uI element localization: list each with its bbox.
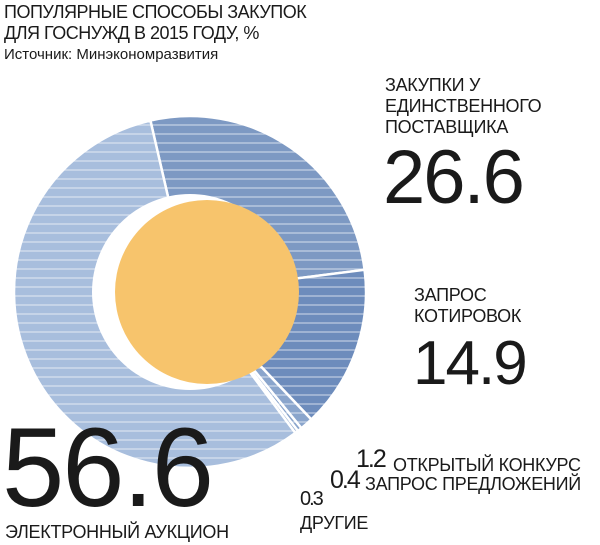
category-label: ЗАКУПКИ У ЕДИНСТВЕННОГО ПОСТАВЩИКА <box>385 75 542 137</box>
category-label: ЗАПРОС ПРЕДЛОЖЕНИЙ <box>365 474 581 494</box>
value-label: 0.3 <box>300 488 324 510</box>
chart-title: ПОПУЛЯРНЫЕ СПОСОБЫ ЗАКУПОК ДЛЯ ГОСНУЖД В… <box>4 2 307 43</box>
value-label: 56.6 <box>2 405 214 530</box>
center-disc <box>115 200 299 384</box>
value-label: 0.4 <box>330 466 361 494</box>
category-label: ОТКРЫТЫЙ КОНКУРС <box>393 455 581 475</box>
value-label: 26.6 <box>383 135 525 220</box>
category-label: ДРУГИЕ <box>300 513 369 533</box>
category-label: ЗАПРОС КОТИРОВОК <box>414 285 522 326</box>
value-label: 1.2 <box>356 445 387 473</box>
value-label: 14.9 <box>413 329 528 398</box>
category-label: ЭЛЕКТРОННЫЙ АУКЦИОН <box>5 522 229 542</box>
chart-source: Источник: Минэкономразвития <box>4 46 219 63</box>
